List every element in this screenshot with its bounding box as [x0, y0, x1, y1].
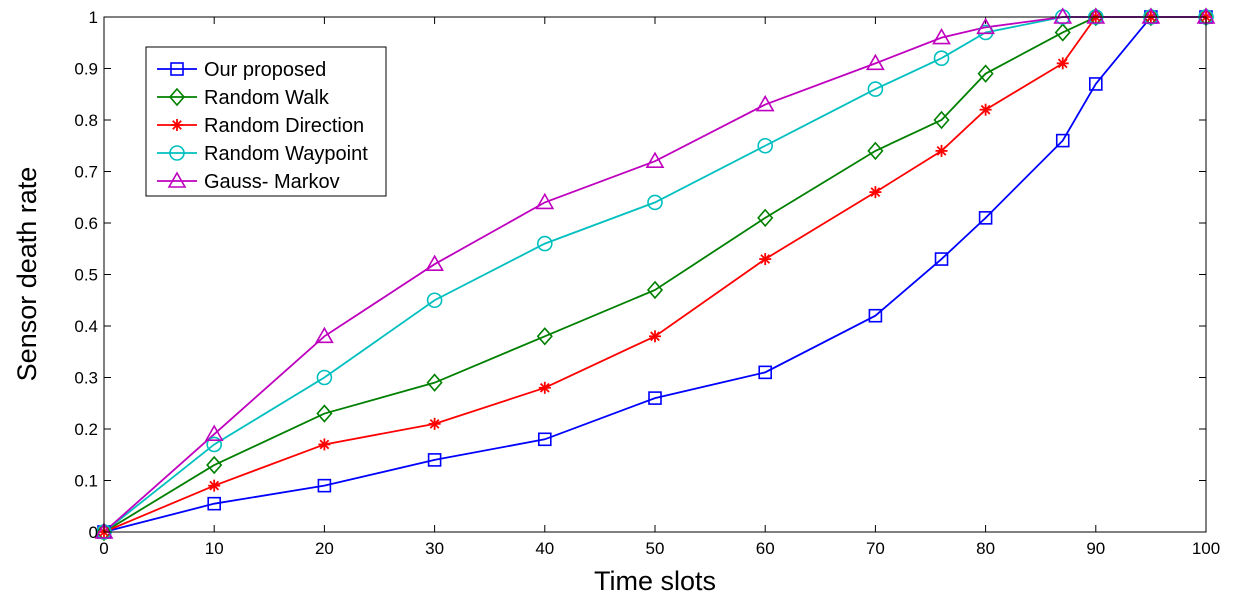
x-axis-label: Time slots	[594, 566, 716, 596]
point-random-walk	[1054, 23, 1071, 42]
point-random-walk	[1142, 7, 1159, 27]
point-random-direction	[869, 186, 882, 199]
x-tick-label: 90	[1086, 539, 1105, 558]
y-tick-label: 0.8	[74, 111, 98, 130]
point-random-waypoint	[757, 137, 774, 154]
legend-label-gauss-markov: Gauss- Markov	[204, 171, 340, 193]
plot-frame	[103, 16, 1207, 533]
point-our-proposed	[1055, 133, 1070, 148]
x-tick-labels: 0 10 20 30 40 50 60 70 80 90 100	[99, 539, 1220, 558]
x-tick-label: 10	[205, 539, 224, 558]
x-tick-label: 70	[866, 539, 885, 558]
legend-box	[145, 46, 387, 197]
point-gauss-markov	[535, 192, 555, 210]
point-random-direction	[428, 417, 441, 430]
x-tick-label: 20	[315, 539, 334, 558]
point-random-waypoint	[647, 194, 663, 211]
point-gauss-markov	[1141, 7, 1161, 24]
legend-marker-random-waypoint	[169, 145, 185, 161]
point-gauss-markov	[755, 94, 775, 112]
legend: Our proposed Random Walk Random Direction R…	[145, 46, 387, 197]
point-gauss-markov	[315, 326, 334, 344]
point-our-proposed	[978, 211, 993, 225]
y-tick-label: 0.5	[74, 266, 98, 285]
point-random-waypoint	[536, 235, 553, 252]
y-axis-label: Sensor death rate	[12, 167, 42, 382]
legend-label-random-waypoint: Random Waypoint	[204, 143, 368, 165]
point-random-direction	[1056, 57, 1069, 70]
y-tick-label: 0.2	[74, 420, 98, 439]
x-tick-label: 30	[425, 539, 444, 558]
legend-marker-gauss-markov	[167, 171, 187, 188]
y-tick-label: 0.3	[74, 369, 98, 388]
point-our-proposed	[758, 365, 773, 380]
point-random-direction	[979, 103, 992, 116]
point-random-direction	[935, 144, 948, 157]
point-our-proposed	[934, 252, 949, 266]
point-random-walk	[426, 373, 443, 392]
point-gauss-markov	[866, 53, 885, 71]
x-tick-label: 80	[976, 539, 995, 558]
legend-marker-random-direction	[171, 119, 183, 131]
point-random-direction	[318, 438, 331, 451]
point-random-walk	[977, 64, 994, 83]
y-tick-label: 0.6	[74, 214, 98, 233]
legend-marker-random-walk	[168, 87, 186, 107]
point-random-waypoint	[867, 81, 884, 97]
point-random-walk	[757, 208, 774, 228]
point-gauss-markov	[1086, 7, 1106, 24]
y-tick-label: 0.7	[74, 163, 98, 182]
series-line-random-direction	[103, 16, 1206, 533]
point-our-proposed	[207, 496, 221, 511]
point-our-proposed	[427, 453, 442, 467]
point-random-waypoint	[933, 50, 950, 67]
point-our-proposed	[648, 391, 662, 405]
point-random-walk	[646, 280, 664, 300]
point-our-proposed	[537, 432, 552, 447]
point-gauss-markov	[645, 151, 665, 168]
legend-label-random-direction: Random Direction	[204, 115, 364, 137]
point-random-direction	[538, 381, 551, 394]
y-tick-label: 1	[89, 8, 98, 27]
x-tick-label: 60	[756, 539, 775, 558]
point-random-waypoint	[206, 436, 222, 453]
point-random-waypoint	[426, 292, 443, 309]
x-tick-label: 0	[99, 539, 108, 558]
legend-label-our-proposed: Our proposed	[204, 59, 326, 81]
point-random-walk	[95, 522, 113, 542]
point-random-direction	[649, 330, 661, 343]
point-gauss-markov	[932, 27, 951, 45]
y-tick-label: 0.4	[74, 317, 98, 336]
point-our-proposed	[1089, 77, 1103, 91]
x-tick-label: 40	[535, 539, 554, 558]
series-markers	[94, 7, 1216, 542]
point-random-walk	[867, 141, 884, 161]
legend-label-random-walk: Random Walk	[204, 87, 330, 109]
y-tick-label: 0.1	[74, 472, 98, 491]
point-random-walk	[933, 110, 950, 130]
point-random-walk	[206, 455, 223, 475]
point-our-proposed	[868, 308, 883, 323]
point-random-walk	[536, 327, 553, 346]
point-random-direction	[208, 479, 221, 492]
legend-marker-our-proposed	[170, 62, 184, 76]
point-random-walk	[1087, 7, 1104, 27]
x-tick-label: 50	[646, 539, 665, 558]
point-our-proposed	[317, 478, 332, 493]
point-random-direction	[759, 253, 772, 266]
point-random-walk	[316, 404, 333, 423]
y-tick-label: 0.9	[74, 60, 98, 79]
y-tick-label: 0	[89, 523, 98, 542]
point-gauss-markov	[204, 424, 224, 441]
y-tick-labels: 0 0.1 0.2 0.3 0.4 0.5 0.6 0.7 0.8 0.9 1	[74, 8, 98, 542]
point-gauss-markov	[976, 17, 995, 35]
point-gauss-markov	[94, 522, 114, 539]
point-gauss-markov	[1053, 7, 1073, 24]
x-tick-label: 100	[1192, 539, 1220, 558]
series-line-our-proposed	[103, 16, 1206, 533]
point-gauss-markov	[425, 254, 444, 272]
point-random-waypoint	[316, 369, 333, 386]
